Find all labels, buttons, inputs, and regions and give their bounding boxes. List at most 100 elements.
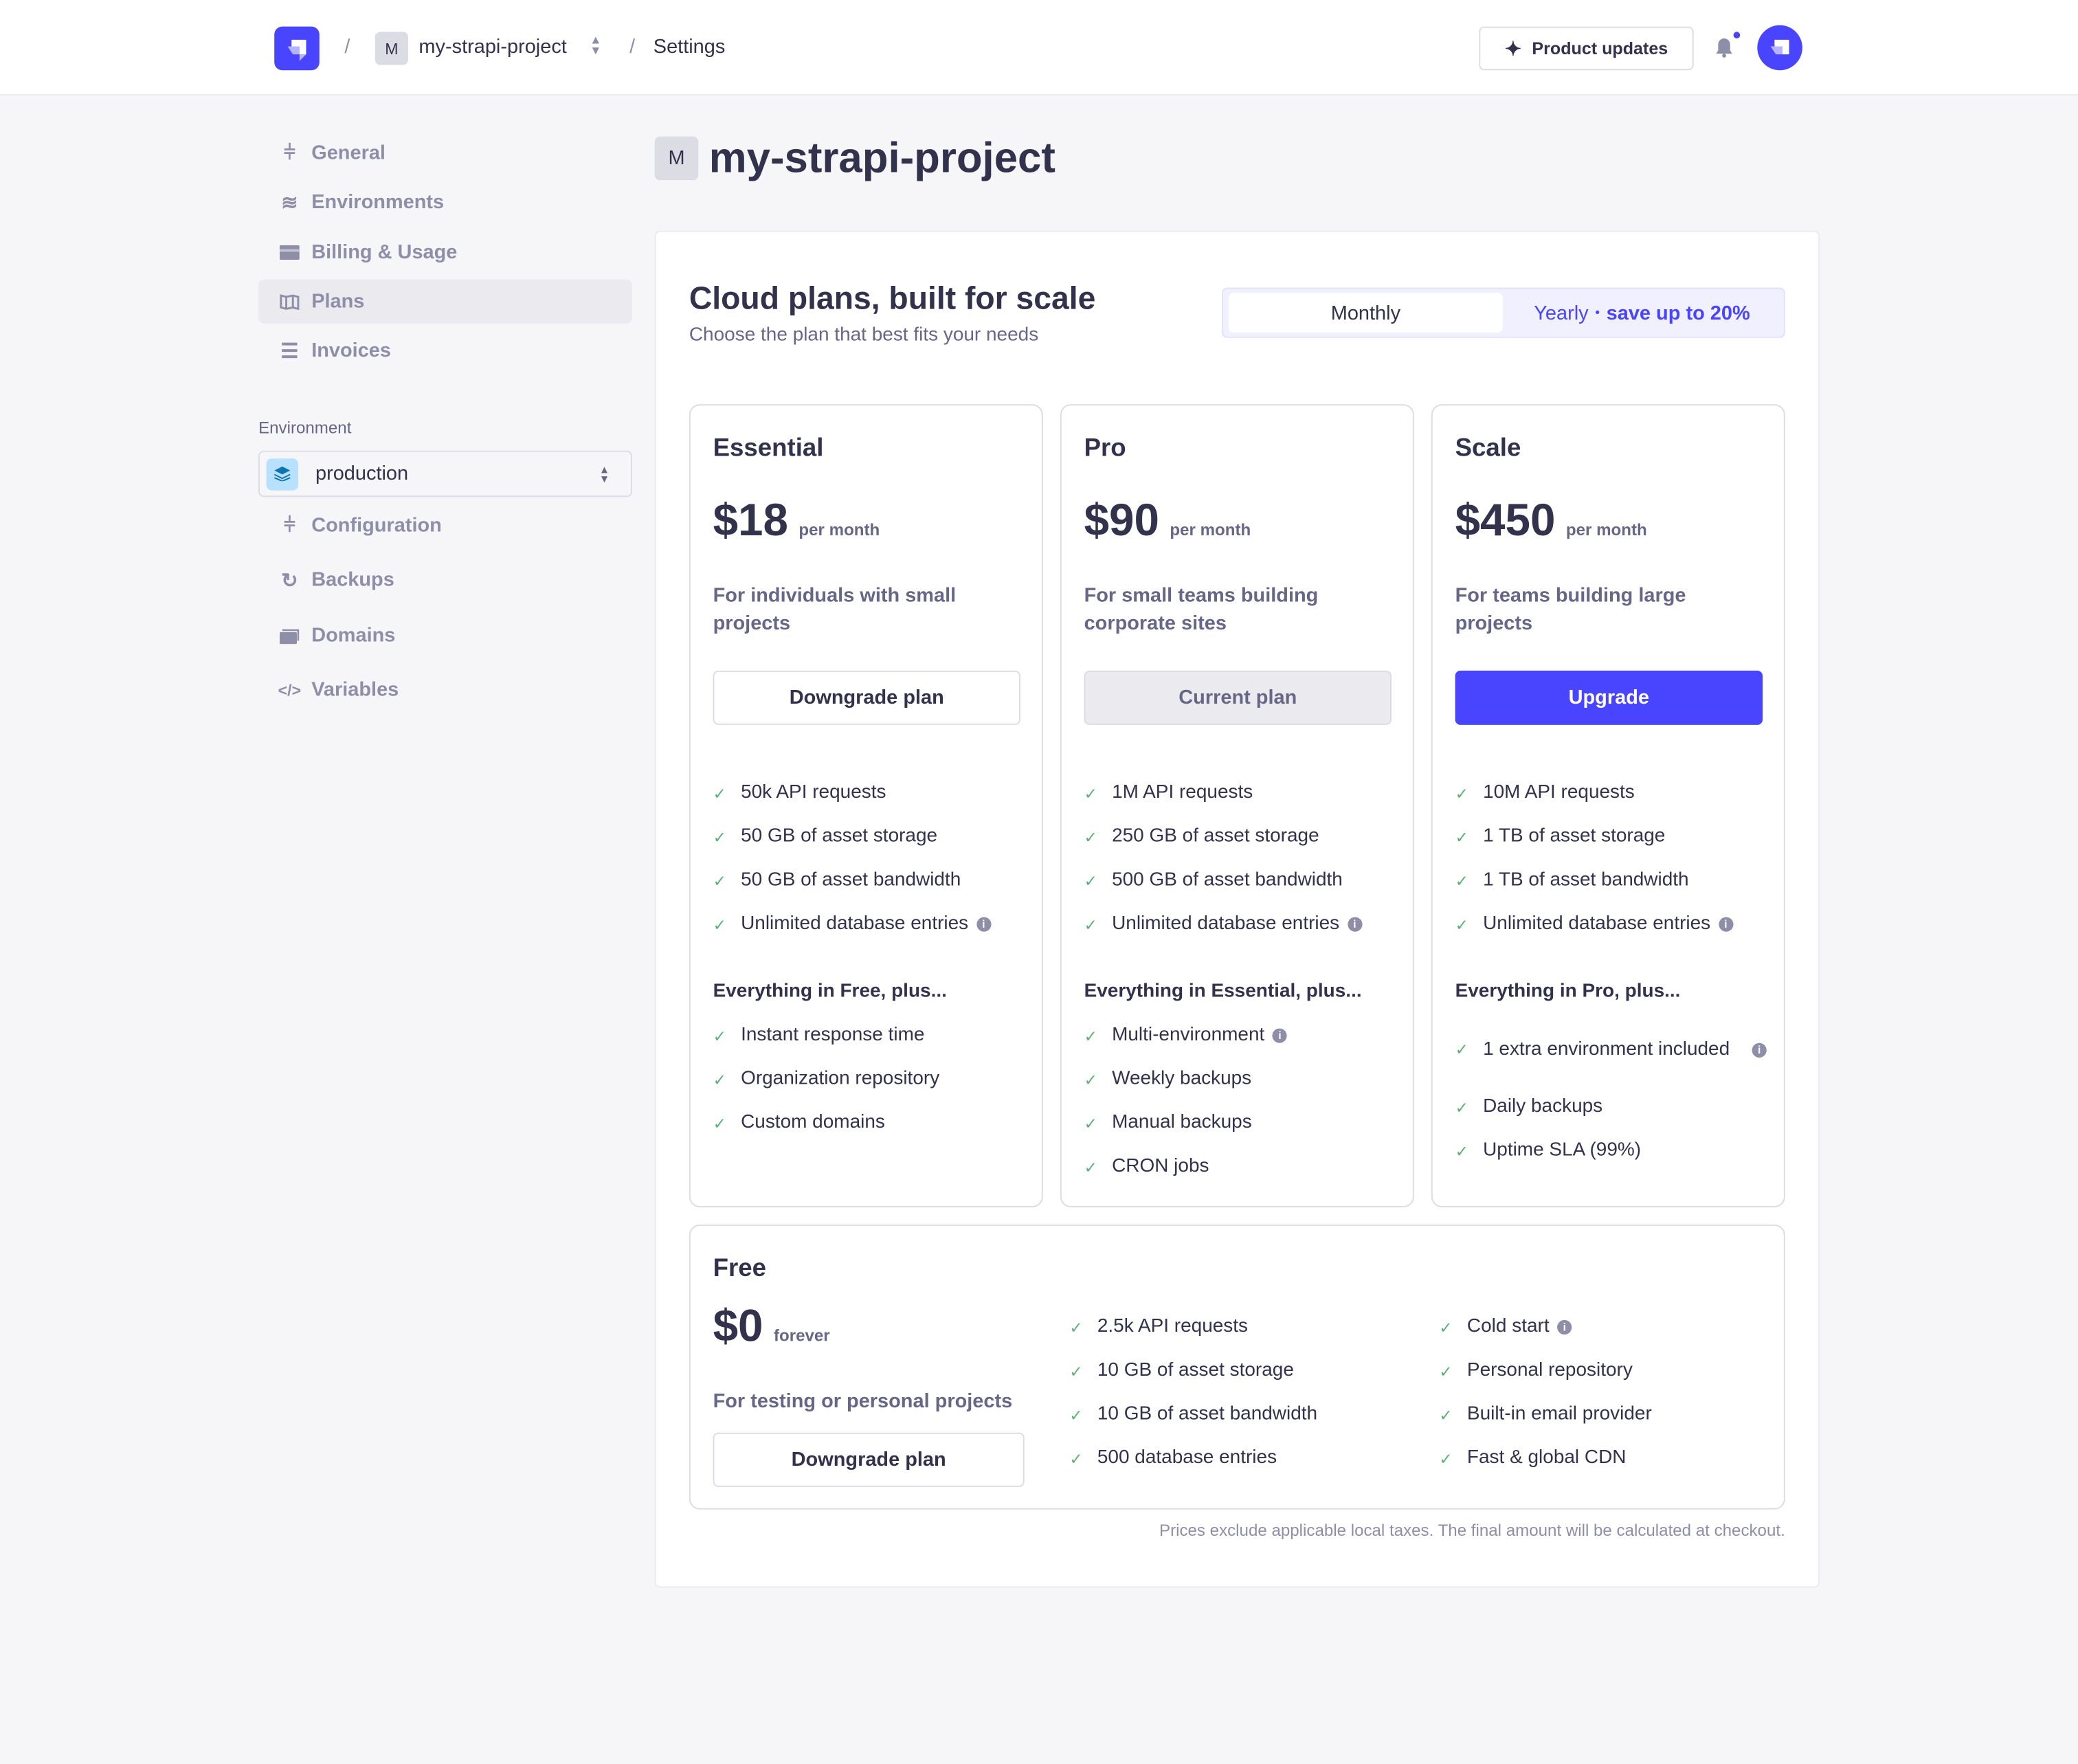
check-icon: ✓ [1084,915,1097,934]
feature-item: ✓ 10 GB of asset storage [1069,1349,1414,1393]
breadcrumb-settings: Settings [653,36,726,58]
yearly-label: Yearly [1534,301,1589,324]
feature-text: Uptime SLA (99%) [1483,1139,1642,1161]
plan-name: Free [713,1255,766,1283]
downgrade-button[interactable]: Downgrade plan [713,670,1020,725]
check-icon: ✓ [1084,1070,1097,1089]
check-icon: ✓ [1455,1141,1468,1161]
plan-name: Scale [1455,434,1521,463]
feature-text: 50 GB of asset bandwidth [741,869,961,891]
notification-dot [1733,32,1741,38]
product-updates-button[interactable]: ✦ Product updates [1479,26,1694,71]
feature-item: ✓ Uptime SLA (99%) [1455,1129,1767,1173]
sidebar-item-label: Configuration [311,514,442,537]
check-icon: ✓ [1455,783,1468,803]
feature-text: 50 GB of asset storage [741,825,938,847]
check-icon: ✓ [1455,871,1468,891]
sidebar-item-environments[interactable]: ≋ Environments [258,180,632,224]
plan-card-pro: Pro $90 per month For small teams building … [1060,404,1414,1207]
info-icon[interactable]: i [1752,1042,1767,1058]
breadcrumb-separator: / [629,36,636,58]
feature-list: ✓ 1M API requests ✓ 250 GB of asset storage… [1084,771,1396,1188]
plan-card-scale: Scale $450 per month For teams building lar… [1431,404,1785,1207]
check-icon: ✓ [1439,1449,1453,1468]
sidebar-item-general[interactable]: ⫩ General [258,131,632,175]
price-amount: $18 [713,495,788,546]
feature-text: Unlimited database entries [741,913,969,935]
sidebar-item-plans[interactable]: Plans [258,279,632,324]
sidebar-item-backups[interactable]: ↻ Backups [258,558,632,602]
check-icon: ✓ [1439,1317,1453,1337]
feature-item: ✓ Fast & global CDN [1439,1437,1783,1481]
info-icon[interactable]: i [976,917,991,932]
check-icon: ✓ [1084,827,1097,847]
plan-description: For teams building large projects [1455,584,1686,635]
feature-text: Daily backups [1483,1095,1603,1117]
feature-item: ✓ Instant response time [713,1014,1025,1058]
toggle-yearly[interactable]: Yearly • save up to 20% [1503,293,1781,333]
user-avatar[interactable] [1757,25,1802,71]
tax-footnote: Prices exclude applicable local taxes. T… [1159,1521,1785,1540]
sidebar-item-invoices[interactable]: ☰ Invoices [258,328,632,372]
price-period: per month [798,520,880,539]
feature-item: ✓ Organization repository [713,1058,1025,1102]
current-plan-button[interactable]: Current plan [1084,670,1392,725]
environment-value: production [315,462,409,485]
dot-separator: • [1595,305,1600,320]
feature-item: ✓ Built-in email provider [1439,1393,1783,1437]
feature-text: 500 GB of asset bandwidth [1112,869,1343,891]
upgrade-button[interactable]: Upgrade [1455,670,1763,725]
sidebar-item-variables[interactable]: </> Variables [258,668,632,712]
environment-select[interactable]: production ▲ ▼ [258,450,632,498]
price-amount: $0 [713,1301,763,1352]
toggle-monthly[interactable]: Monthly [1228,293,1503,333]
bell-icon[interactable] [1715,37,1734,65]
layers-icon: ≋ [281,191,298,214]
info-icon[interactable]: i [1347,917,1362,932]
check-icon: ✓ [713,827,726,847]
layers-icon [266,458,298,490]
feature-item: ✓ 1 TB of asset storage [1455,815,1767,859]
plus-heading: Everything in Free, plus... [713,981,947,1002]
sidebar-item-label: General [311,142,386,165]
project-avatar: M [375,32,408,65]
project-switcher[interactable]: my-strapi-project [418,36,567,58]
check-icon: ✓ [1069,1405,1083,1425]
feature-text: Cold start [1466,1316,1550,1337]
feature-text: 10M API requests [1483,781,1635,803]
plus-heading: Everything in Pro, plus... [1455,981,1681,1002]
sliders-icon: ⫩ [284,514,295,537]
feature-item: ✓ 10M API requests [1455,771,1767,815]
breadcrumb-separator: / [344,36,350,58]
sidebar-item-billing[interactable]: Billing & Usage [258,231,632,275]
plan-description: For testing or personal projects [713,1390,1013,1413]
feature-item: ✓ 10 GB of asset bandwidth [1069,1393,1414,1437]
chevron-updown-icon[interactable]: ▲ ▼ [590,33,602,57]
check-icon: ✓ [713,871,726,891]
sidebar-item-label: Billing & Usage [311,241,458,264]
info-icon[interactable]: i [1272,1028,1288,1043]
feature-item: ✓ Multi-environment i [1084,1014,1396,1058]
feature-item: ✓ Weekly backups [1084,1058,1396,1102]
downgrade-button[interactable]: Downgrade plan [713,1432,1025,1487]
sidebar-item-configuration[interactable]: ⫩ Configuration [258,504,632,548]
feature-text: Organization repository [741,1068,940,1090]
feature-item: ✓ 2.5k API requests [1069,1306,1414,1350]
invoice-icon: ☰ [280,339,299,363]
feature-text: Weekly backups [1112,1068,1252,1090]
feature-text: Custom domains [741,1112,885,1133]
sidebar-item-label: Domains [311,624,396,647]
strapi-logo[interactable] [274,26,320,71]
check-icon: ✓ [1084,1157,1097,1176]
check-icon: ✓ [713,783,726,803]
sidebar-item-label: Invoices [311,339,391,362]
plan-price: $0 forever [713,1302,830,1353]
plans-heading: Cloud plans, built for scale [689,280,1096,317]
sidebar-item-domains[interactable]: Domains [258,614,632,658]
check-icon: ✓ [1455,915,1468,934]
feature-text: Unlimited database entries [1112,913,1340,935]
credit-card-icon [279,243,300,263]
info-icon[interactable]: i [1718,917,1733,932]
info-icon[interactable]: i [1557,1319,1572,1335]
plan-name: Essential [713,434,824,463]
